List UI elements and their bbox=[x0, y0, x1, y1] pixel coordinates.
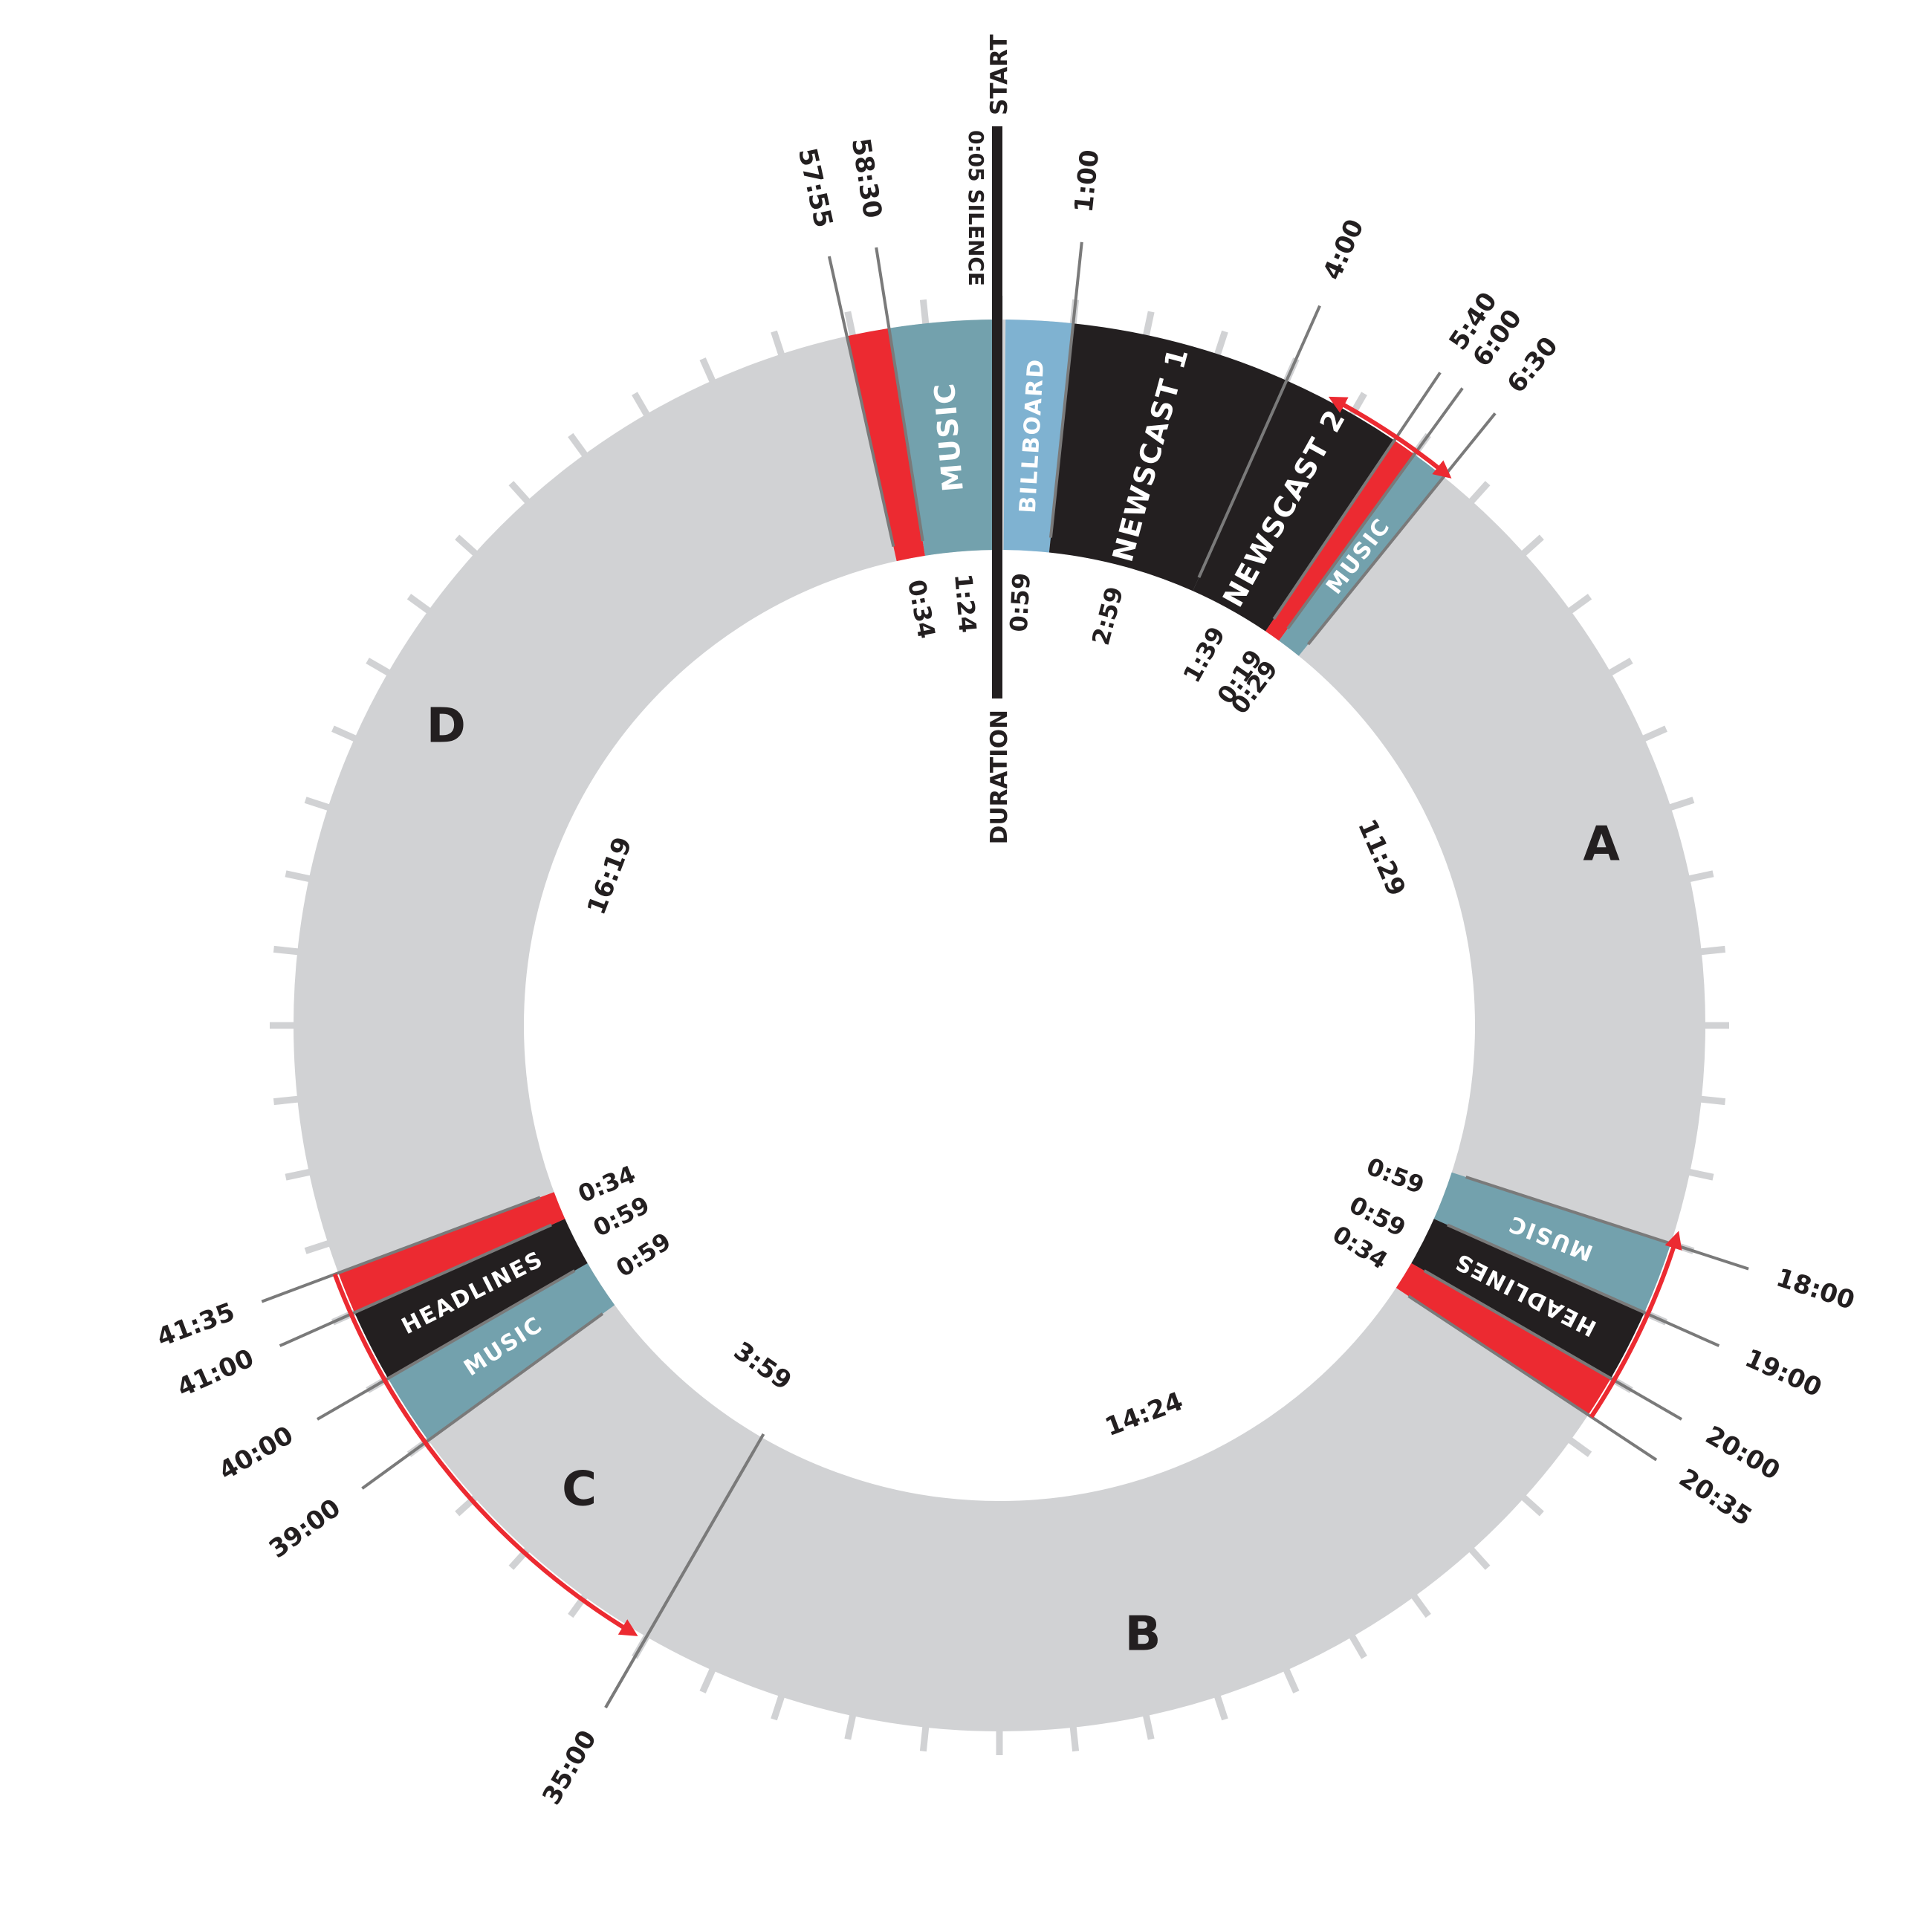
red-arrow bbox=[1589, 1231, 1682, 1419]
start-time-leader bbox=[1423, 1269, 1683, 1421]
start-time-leader bbox=[261, 1196, 541, 1303]
duration-label: 0:59 bbox=[611, 1227, 675, 1283]
segment-music-1 bbox=[1279, 454, 1444, 656]
start-time-label: 20:00 bbox=[1700, 1420, 1785, 1486]
segment-music-2 bbox=[1433, 1172, 1671, 1313]
segment-newscast-1 bbox=[1048, 323, 1287, 591]
start-time-leader bbox=[827, 256, 895, 548]
arrows-layer bbox=[332, 396, 1682, 1636]
start-time-leader bbox=[279, 1223, 552, 1347]
start-time-label: 40:00 bbox=[214, 1420, 299, 1486]
block-letter-c: C bbox=[562, 1462, 597, 1517]
start-label: START bbox=[986, 34, 1013, 115]
start-axis: START 0:05 SILENCE DURATION bbox=[964, 34, 1013, 844]
duration-label: 0:59 bbox=[1005, 572, 1036, 632]
segment-music-4 bbox=[889, 320, 996, 556]
block-duration-d: 16:19 bbox=[582, 833, 638, 918]
segment-headlines-1 bbox=[1411, 1219, 1644, 1378]
silence-label: 0:05 SILENCE bbox=[964, 130, 988, 286]
start-time-label: 20:35 bbox=[1673, 1463, 1757, 1532]
start-time-leader bbox=[875, 247, 924, 542]
start-time-label: 1:00 bbox=[1069, 149, 1106, 214]
start-time-label: 4:00 bbox=[1317, 215, 1370, 285]
start-time-label: 18:00 bbox=[1772, 1262, 1858, 1315]
duration-label: 2:59 bbox=[1086, 584, 1129, 649]
start-time-label: 57:55 bbox=[792, 146, 838, 230]
segment-promo-2 bbox=[1395, 1263, 1611, 1416]
block-letter-d: D bbox=[427, 698, 466, 753]
duration-label: DURATION bbox=[986, 710, 1013, 844]
start-time-leader bbox=[361, 1312, 604, 1490]
start-time-label: 19:00 bbox=[1740, 1343, 1826, 1404]
segment-billboard bbox=[1003, 320, 1074, 553]
duration-label: 0:34 bbox=[902, 577, 941, 641]
segments-layer bbox=[338, 320, 1671, 1441]
segment-music-3 bbox=[388, 1263, 615, 1441]
block-divider bbox=[604, 1433, 765, 1708]
start-time-leader bbox=[1306, 412, 1497, 646]
block-duration-b: 14:24 bbox=[1101, 1387, 1187, 1442]
start-time-leader bbox=[1049, 242, 1083, 538]
start-time-leader bbox=[1197, 305, 1321, 578]
duration-label: 1:24 bbox=[949, 573, 982, 634]
block-duration-a: 11:29 bbox=[1352, 815, 1411, 901]
duration-label: 0:59 bbox=[1363, 1152, 1428, 1199]
start-axis-bar bbox=[992, 126, 1002, 698]
start-time-leader bbox=[1465, 1176, 1749, 1271]
block-letter-b: B bbox=[1125, 1607, 1161, 1662]
start-time-leader bbox=[316, 1269, 576, 1421]
start-time-leader bbox=[1407, 1294, 1658, 1462]
segment-promo-1 bbox=[1265, 440, 1415, 641]
start-time-label: 58:30 bbox=[846, 136, 887, 220]
segment-headlines-2 bbox=[354, 1219, 588, 1378]
red-arrow bbox=[1328, 396, 1452, 479]
start-time-leader bbox=[1447, 1223, 1720, 1347]
start-time-label: 41:35 bbox=[153, 1297, 239, 1352]
segment-promo-4 bbox=[846, 328, 925, 562]
start-time-label: 35:00 bbox=[537, 1725, 603, 1810]
start-time-label: 39:00 bbox=[264, 1493, 346, 1564]
segment-promo-3 bbox=[338, 1192, 565, 1313]
start-time-label: 41:00 bbox=[172, 1343, 258, 1404]
block-letter-a: A bbox=[1583, 817, 1620, 872]
red-arrow bbox=[332, 1273, 638, 1636]
block-duration-c: 3:59 bbox=[728, 1336, 797, 1396]
